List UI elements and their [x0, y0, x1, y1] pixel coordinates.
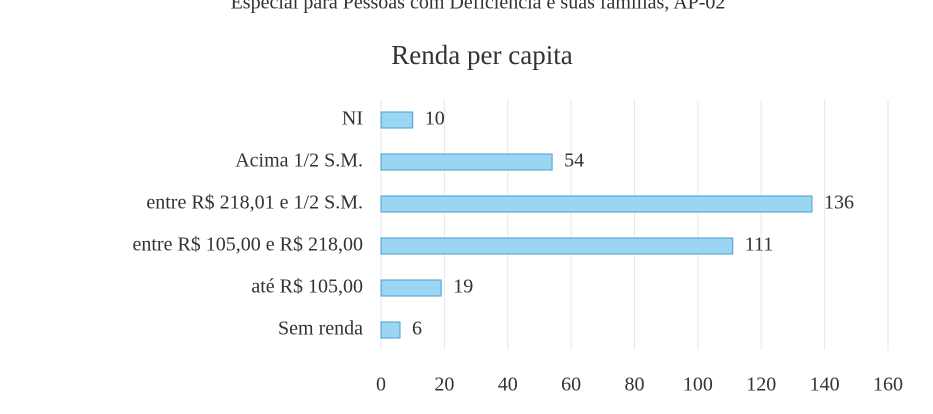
- x-tick-label: 140: [810, 374, 840, 396]
- y-tick-label: até R$ 105,00: [251, 276, 363, 298]
- x-tick-label: 100: [683, 374, 713, 396]
- bar: [380, 321, 401, 339]
- data-label: 19: [453, 276, 473, 298]
- data-label: 54: [564, 150, 584, 172]
- data-label: 6: [412, 318, 422, 340]
- x-tick-label: 80: [625, 374, 645, 396]
- bar: [380, 195, 813, 213]
- data-label: 111: [745, 234, 774, 256]
- x-tick-label: 120: [746, 374, 776, 396]
- data-label: 136: [824, 192, 854, 214]
- y-tick-label: Acima 1/2 S.M.: [235, 150, 363, 172]
- data-label: 10: [425, 108, 445, 130]
- caption: Especial para Pessoas com Deficiência e …: [231, 0, 726, 14]
- y-tick-label: NI: [342, 108, 363, 130]
- x-tick-label: 0: [376, 374, 386, 396]
- x-tick-label: 40: [498, 374, 518, 396]
- y-tick-label: entre R$ 218,01 e 1/2 S.M.: [146, 192, 363, 214]
- x-tick-label: 20: [434, 374, 454, 396]
- x-tick-label: 60: [561, 374, 581, 396]
- bar: [380, 153, 553, 171]
- bar: [380, 279, 442, 297]
- y-tick-label: entre R$ 105,00 e R$ 218,00: [132, 234, 363, 256]
- bar: [380, 237, 734, 255]
- x-tick-label: 160: [873, 374, 903, 396]
- bar: [380, 111, 414, 129]
- chart-title: Renda per capita: [391, 40, 572, 70]
- y-tick-label: Sem renda: [278, 318, 363, 340]
